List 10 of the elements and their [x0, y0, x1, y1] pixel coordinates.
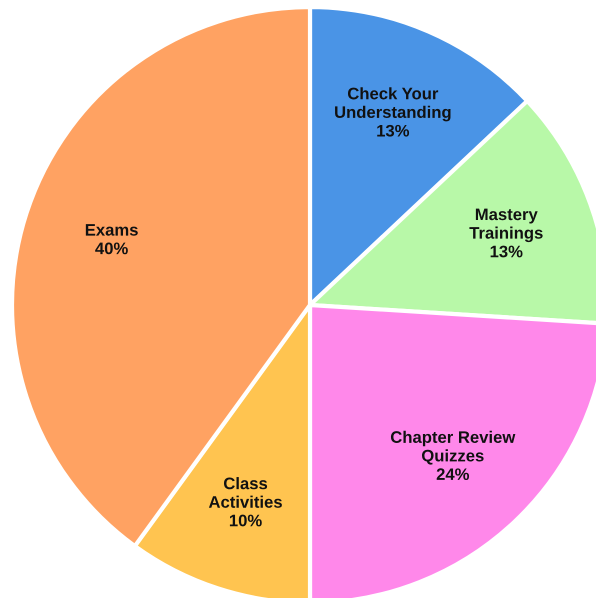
slice-label: Mastery Trainings — [469, 208, 543, 242]
slice-label: Exams — [86, 224, 138, 236]
slice-label: Class Activities — [208, 477, 282, 508]
data-label: 40% — [95, 242, 128, 254]
data-label: 24% — [436, 468, 470, 480]
slice-label: Chapter Review Quizzes — [390, 430, 516, 465]
data-label: 13% — [490, 246, 523, 258]
slice-label: Check Your Understanding — [335, 87, 451, 122]
data-label: 13% — [377, 124, 410, 137]
data-label: 10% — [230, 514, 262, 526]
